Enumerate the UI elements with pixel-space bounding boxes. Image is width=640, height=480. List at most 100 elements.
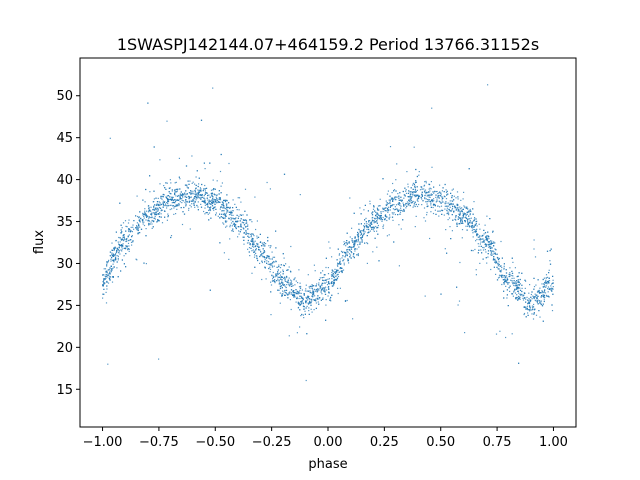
data-point <box>311 285 313 287</box>
data-point <box>501 274 503 276</box>
data-point <box>531 313 533 315</box>
data-point <box>536 298 538 300</box>
y-tick-label: 40 <box>56 173 73 188</box>
data-point <box>451 209 453 211</box>
data-point <box>266 181 268 184</box>
data-point <box>545 274 548 276</box>
data-point <box>446 210 448 212</box>
data-point <box>450 204 452 206</box>
data-point <box>278 272 280 274</box>
data-point <box>277 276 279 278</box>
data-point <box>298 292 300 294</box>
data-point <box>233 222 236 225</box>
data-point <box>382 224 385 226</box>
data-point <box>212 200 214 202</box>
data-point <box>200 194 202 196</box>
data-point <box>218 197 220 199</box>
data-point <box>461 207 463 209</box>
data-point <box>276 266 278 268</box>
data-point <box>253 251 256 253</box>
data-point <box>270 264 272 266</box>
data-point <box>376 212 378 214</box>
data-point <box>522 294 524 297</box>
data-point <box>510 279 512 281</box>
data-point <box>251 240 253 242</box>
data-point <box>213 188 215 190</box>
data-point <box>366 226 368 228</box>
data-point <box>269 268 272 270</box>
data-point <box>121 246 123 248</box>
data-point <box>271 251 273 253</box>
data-point <box>346 240 348 242</box>
data-point <box>394 208 396 210</box>
data-point <box>392 198 394 201</box>
data-point <box>524 279 526 281</box>
data-point <box>188 183 190 185</box>
data-point <box>232 230 234 232</box>
data-point <box>115 251 117 253</box>
data-point <box>509 290 511 292</box>
data-point <box>469 214 471 216</box>
data-point <box>498 257 500 260</box>
data-point <box>136 259 138 261</box>
data-point <box>123 237 125 239</box>
data-point <box>328 241 330 243</box>
data-point <box>506 289 508 291</box>
data-point <box>393 241 395 243</box>
data-point <box>189 204 191 206</box>
data-point <box>523 312 526 315</box>
data-point <box>396 208 398 210</box>
data-point <box>211 205 214 207</box>
data-point <box>523 306 525 308</box>
data-point <box>488 237 490 240</box>
data-point <box>228 218 230 220</box>
data-point <box>117 255 119 257</box>
data-point <box>392 182 394 185</box>
data-point <box>305 284 307 286</box>
data-point <box>225 206 228 208</box>
data-point <box>511 280 513 282</box>
data-point <box>142 212 144 214</box>
data-point <box>121 259 123 261</box>
data-point <box>164 216 166 218</box>
data-point <box>220 153 222 156</box>
data-point <box>230 219 232 221</box>
data-point <box>216 194 218 197</box>
data-point <box>195 188 197 190</box>
data-point <box>273 256 276 258</box>
data-point <box>194 206 196 208</box>
data-point <box>160 203 162 206</box>
data-point <box>517 279 519 281</box>
data-point <box>236 209 238 211</box>
data-point <box>219 198 221 200</box>
data-point <box>201 194 203 196</box>
data-point <box>492 231 494 233</box>
data-point <box>540 296 542 298</box>
data-point <box>105 275 107 277</box>
data-point <box>534 296 536 298</box>
data-point <box>413 183 415 185</box>
data-point <box>282 253 284 255</box>
data-point <box>308 286 310 288</box>
data-point <box>396 196 398 198</box>
data-point <box>143 213 145 215</box>
data-point <box>498 263 500 266</box>
data-point <box>193 199 195 201</box>
data-point <box>500 269 503 271</box>
data-point <box>495 249 497 251</box>
data-point <box>121 238 123 240</box>
data-point <box>235 227 237 230</box>
data-point <box>489 241 491 243</box>
data-point <box>215 196 217 198</box>
data-point <box>432 204 435 206</box>
data-point <box>403 204 405 206</box>
data-point <box>414 226 416 228</box>
data-point <box>353 212 355 214</box>
data-point <box>156 201 159 203</box>
data-point <box>293 279 295 281</box>
data-point <box>288 282 290 284</box>
data-point <box>305 301 307 303</box>
data-point <box>348 253 351 255</box>
data-point <box>501 257 503 259</box>
